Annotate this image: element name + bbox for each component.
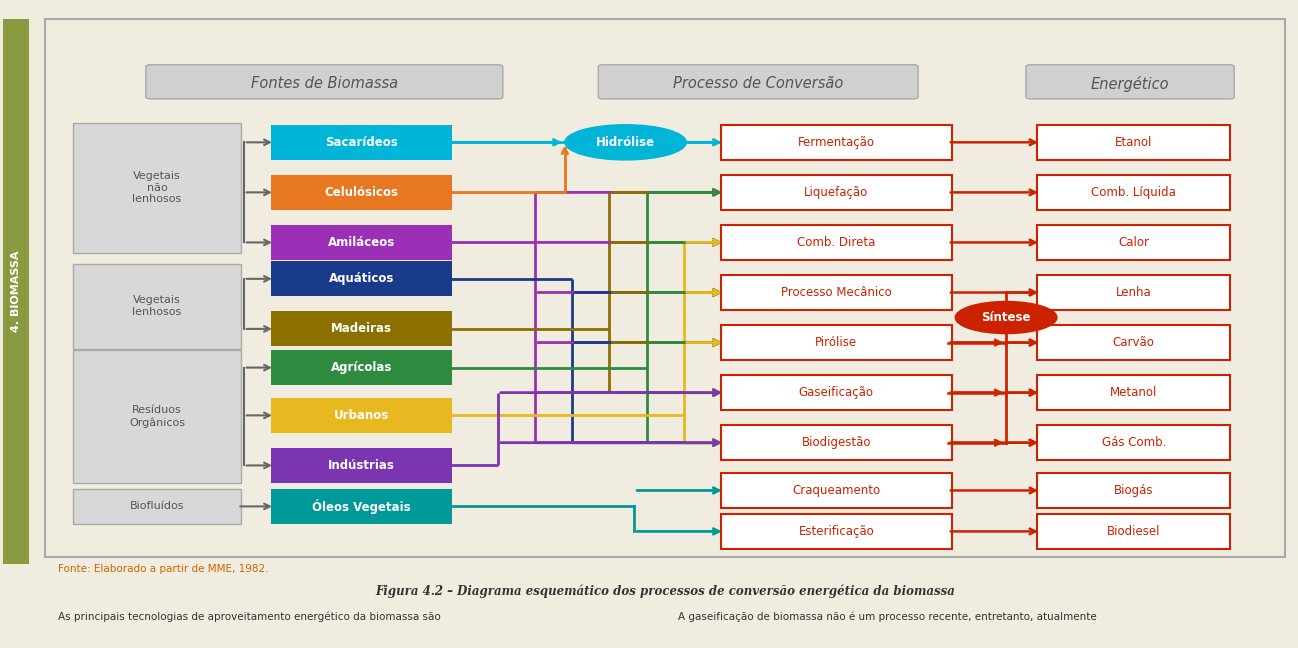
- Text: As principais tecnologias de aproveitamento energético da biomassa são: As principais tecnologias de aproveitame…: [58, 612, 440, 622]
- Text: Fontes de Biomassa: Fontes de Biomassa: [251, 76, 398, 91]
- Text: Etanol: Etanol: [1115, 136, 1153, 149]
- FancyBboxPatch shape: [1037, 325, 1231, 360]
- Text: Fermentação: Fermentação: [798, 136, 875, 149]
- Text: Lenha: Lenha: [1116, 286, 1151, 299]
- FancyBboxPatch shape: [1025, 65, 1234, 99]
- FancyBboxPatch shape: [720, 124, 951, 160]
- FancyBboxPatch shape: [271, 124, 452, 160]
- Text: Madeiras: Madeiras: [331, 323, 392, 336]
- Text: Gaseificação: Gaseificação: [798, 386, 874, 399]
- Text: Amiláceos: Amiláceos: [328, 236, 395, 249]
- FancyBboxPatch shape: [271, 225, 452, 260]
- Ellipse shape: [955, 301, 1057, 334]
- FancyBboxPatch shape: [1037, 175, 1231, 210]
- FancyBboxPatch shape: [73, 350, 241, 483]
- Text: Vegetais
não
lenhosos: Vegetais não lenhosos: [132, 171, 182, 204]
- Text: Óleos Vegetais: Óleos Vegetais: [313, 499, 411, 514]
- FancyBboxPatch shape: [73, 489, 241, 524]
- FancyBboxPatch shape: [271, 175, 452, 210]
- FancyBboxPatch shape: [1037, 225, 1231, 260]
- Text: Resíduos
Orgânicos: Resíduos Orgânicos: [129, 406, 186, 428]
- FancyBboxPatch shape: [598, 65, 918, 99]
- Text: Esterificação: Esterificação: [798, 525, 874, 538]
- FancyBboxPatch shape: [271, 261, 452, 296]
- Text: Metanol: Metanol: [1110, 386, 1158, 399]
- Text: Craqueamento: Craqueamento: [792, 484, 880, 497]
- Text: Urbanos: Urbanos: [334, 409, 389, 422]
- Text: Síntese: Síntese: [981, 311, 1031, 324]
- Text: Liquefação: Liquefação: [805, 186, 868, 199]
- Text: Vegetais
lenhosos: Vegetais lenhosos: [132, 295, 182, 317]
- FancyBboxPatch shape: [720, 375, 951, 410]
- FancyBboxPatch shape: [1037, 375, 1231, 410]
- Text: Calor: Calor: [1119, 236, 1149, 249]
- FancyBboxPatch shape: [720, 325, 951, 360]
- FancyBboxPatch shape: [720, 425, 951, 460]
- Text: Gás Comb.: Gás Comb.: [1102, 436, 1166, 449]
- FancyBboxPatch shape: [720, 175, 951, 210]
- Text: Processo Mecânico: Processo Mecânico: [781, 286, 892, 299]
- Text: Biofluídos: Biofluídos: [130, 502, 184, 511]
- Text: Agrícolas: Agrícolas: [331, 361, 392, 374]
- FancyBboxPatch shape: [73, 264, 241, 349]
- FancyBboxPatch shape: [720, 514, 951, 549]
- FancyBboxPatch shape: [271, 311, 452, 347]
- Text: Processo de Conversão: Processo de Conversão: [672, 76, 844, 91]
- FancyBboxPatch shape: [271, 489, 452, 524]
- Text: Biodiesel: Biodiesel: [1107, 525, 1160, 538]
- Text: Carvão: Carvão: [1112, 336, 1155, 349]
- Text: Biogás: Biogás: [1114, 484, 1154, 497]
- Text: Indústrias: Indústrias: [328, 459, 395, 472]
- Text: Sacarídeos: Sacarídeos: [326, 136, 398, 149]
- FancyBboxPatch shape: [1037, 275, 1231, 310]
- FancyBboxPatch shape: [720, 225, 951, 260]
- Text: Figura 4.2 – Diagrama esquemático dos processos de conversão energética da bioma: Figura 4.2 – Diagrama esquemático dos pr…: [375, 584, 955, 598]
- Bar: [4, 19, 30, 564]
- FancyBboxPatch shape: [271, 398, 452, 433]
- FancyBboxPatch shape: [1037, 425, 1231, 460]
- FancyBboxPatch shape: [271, 448, 452, 483]
- Text: Hidrólise: Hidrólise: [596, 136, 655, 149]
- Text: Comb. Líquida: Comb. Líquida: [1092, 186, 1176, 199]
- Ellipse shape: [565, 124, 687, 160]
- FancyBboxPatch shape: [1037, 473, 1231, 508]
- Text: Comb. Direta: Comb. Direta: [797, 236, 875, 249]
- Text: Celulósicos: Celulósicos: [324, 186, 398, 199]
- FancyBboxPatch shape: [73, 122, 241, 253]
- Text: Energético: Energético: [1090, 76, 1169, 91]
- Text: Fonte: Elaborado a partir de MME, 1982.: Fonte: Elaborado a partir de MME, 1982.: [58, 564, 269, 573]
- FancyBboxPatch shape: [720, 473, 951, 508]
- FancyBboxPatch shape: [271, 350, 452, 385]
- Text: Pirólise: Pirólise: [815, 336, 858, 349]
- FancyBboxPatch shape: [145, 65, 502, 99]
- Text: Biodigestão: Biodigestão: [802, 436, 871, 449]
- Text: Aquáticos: Aquáticos: [328, 272, 395, 285]
- FancyBboxPatch shape: [720, 275, 951, 310]
- Text: A gaseificação de biomassa não é um processo recente, entretanto, atualmente: A gaseificação de biomassa não é um proc…: [678, 612, 1097, 622]
- Text: 4. BIOMASSA: 4. BIOMASSA: [12, 251, 21, 332]
- FancyBboxPatch shape: [1037, 514, 1231, 549]
- FancyBboxPatch shape: [1037, 124, 1231, 160]
